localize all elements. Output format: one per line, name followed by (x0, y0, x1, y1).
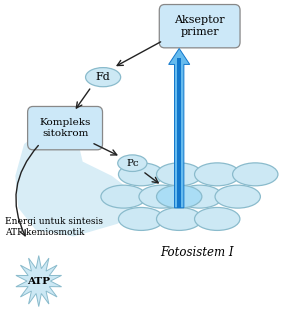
FancyBboxPatch shape (28, 107, 103, 150)
Text: Fotosistem I: Fotosistem I (160, 246, 233, 259)
Ellipse shape (177, 185, 222, 208)
Ellipse shape (233, 163, 278, 186)
Text: Pc: Pc (126, 159, 139, 168)
Polygon shape (15, 123, 141, 236)
Text: ATP: ATP (27, 276, 50, 285)
Ellipse shape (195, 163, 240, 186)
Ellipse shape (86, 68, 121, 87)
Polygon shape (16, 256, 61, 307)
Ellipse shape (195, 207, 240, 230)
Ellipse shape (118, 207, 164, 230)
FancyArrow shape (178, 58, 181, 208)
Ellipse shape (139, 185, 184, 208)
Ellipse shape (156, 163, 202, 186)
FancyArrow shape (169, 49, 190, 208)
FancyBboxPatch shape (159, 4, 240, 48)
Ellipse shape (156, 207, 202, 230)
Ellipse shape (118, 155, 147, 172)
Ellipse shape (215, 185, 260, 208)
Text: Akseptor
primer: Akseptor primer (174, 15, 225, 37)
Text: Kompleks
sitokrom: Kompleks sitokrom (39, 118, 91, 138)
Ellipse shape (118, 163, 164, 186)
Ellipse shape (101, 185, 146, 208)
Text: Energi untuk sintesis
ATP kemiosmotik: Energi untuk sintesis ATP kemiosmotik (5, 217, 103, 236)
Text: Fd: Fd (96, 72, 111, 82)
Text: 2e⁻: 2e⁻ (184, 76, 203, 85)
Ellipse shape (156, 185, 202, 208)
